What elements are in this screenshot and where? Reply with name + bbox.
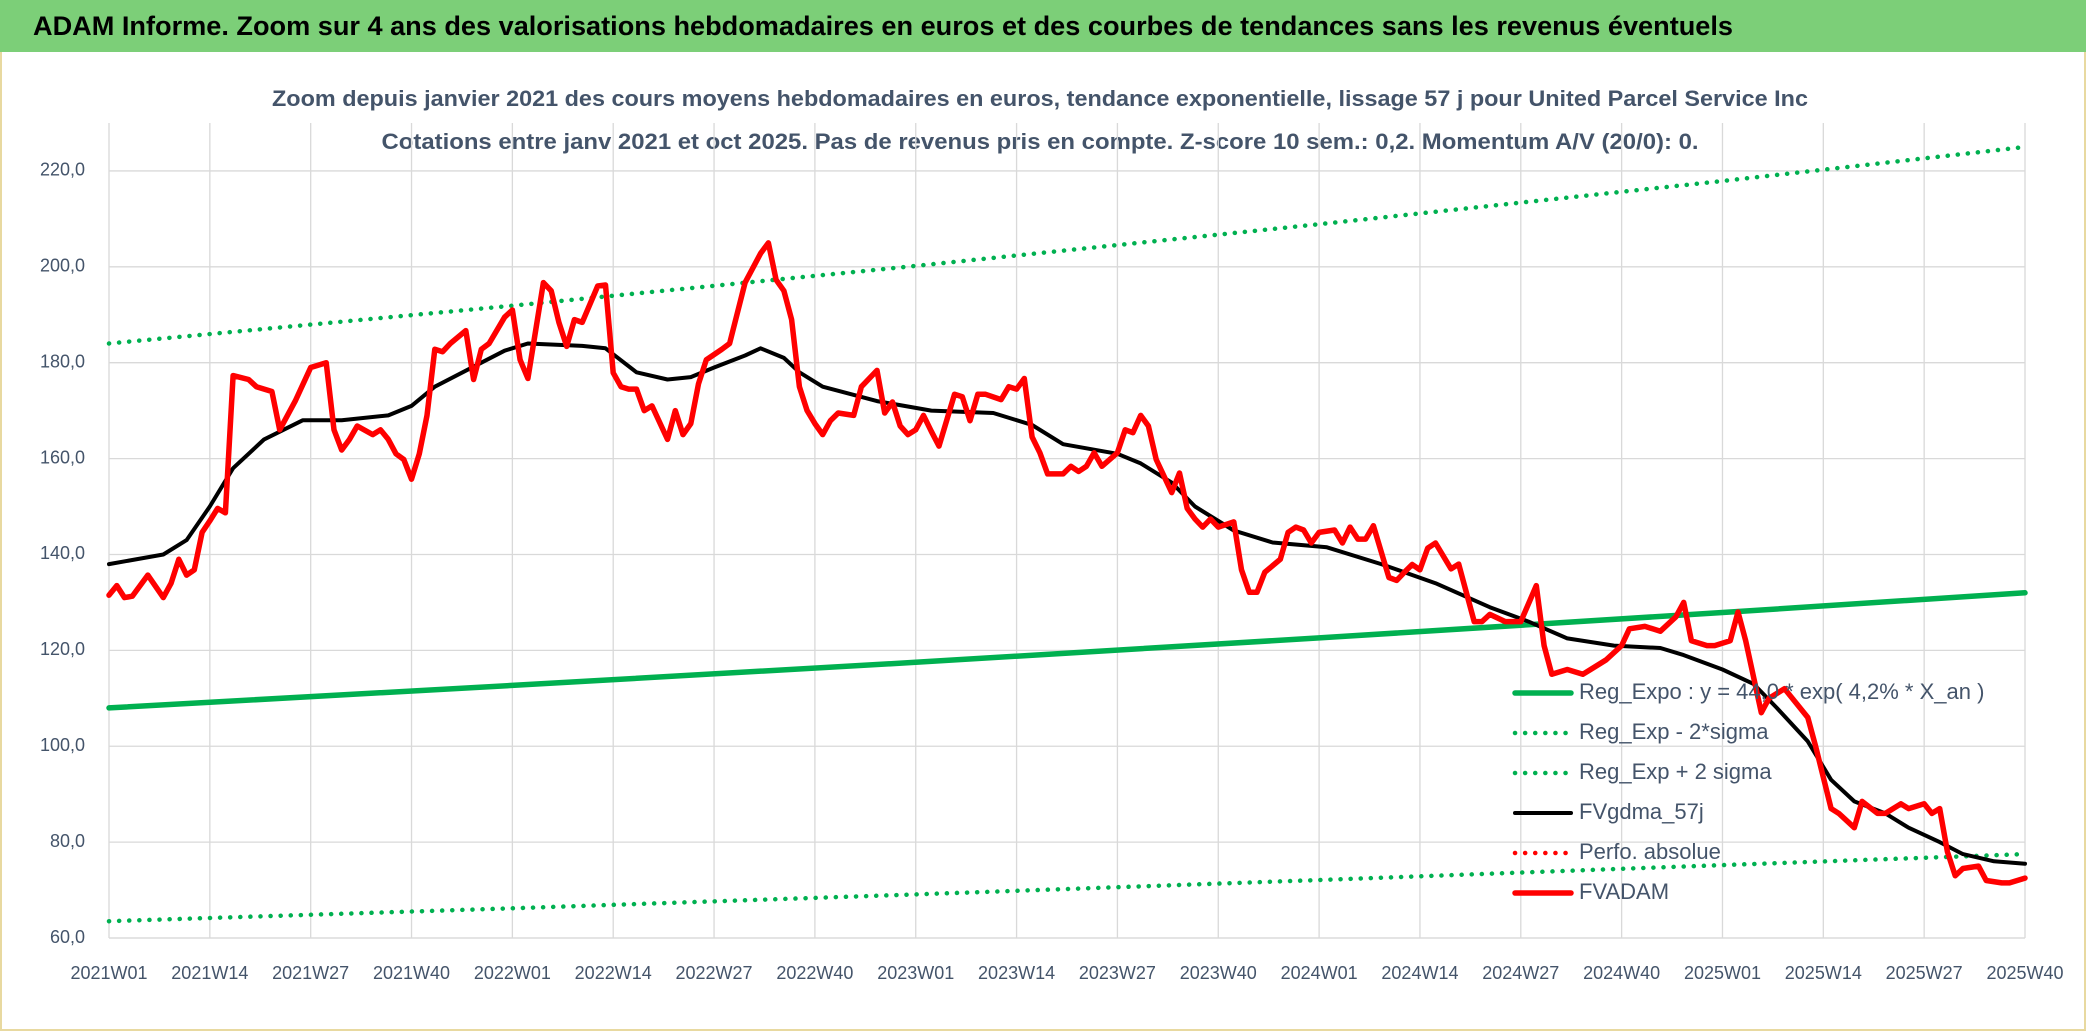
legend-label: Reg_Exp + 2 sigma xyxy=(1579,759,1772,784)
series-line xyxy=(106,851,2028,924)
legend-label: Perfo. absolue xyxy=(1579,839,1721,864)
y-tick-label: 100,0 xyxy=(40,735,85,755)
y-tick-label: 120,0 xyxy=(40,639,85,659)
x-tick-label: 2021W01 xyxy=(70,963,147,983)
y-tick-label: 140,0 xyxy=(40,543,85,563)
x-tick-label: 2021W14 xyxy=(171,963,248,983)
x-tick-label: 2025W01 xyxy=(1684,963,1761,983)
x-tick-label: 2021W40 xyxy=(373,963,450,983)
legend-label: Reg_Exp - 2*sigma xyxy=(1579,719,1769,744)
y-tick-label: 80,0 xyxy=(50,831,85,851)
x-tick-label: 2022W14 xyxy=(575,963,652,983)
x-tick-label: 2024W01 xyxy=(1281,963,1358,983)
x-tick-label: 2025W27 xyxy=(1886,963,1963,983)
x-tick-label: 2024W27 xyxy=(1482,963,1559,983)
series-line xyxy=(106,240,2028,886)
x-tick-label: 2024W14 xyxy=(1381,963,1458,983)
x-tick-label: 2022W27 xyxy=(676,963,753,983)
x-tick-label: 2022W40 xyxy=(776,963,853,983)
y-tick-label: 60,0 xyxy=(50,927,85,947)
x-tick-label: 2024W40 xyxy=(1583,963,1660,983)
y-tick-label: 160,0 xyxy=(40,447,85,467)
x-tick-label: 2023W14 xyxy=(978,963,1055,983)
header-bar xyxy=(0,0,2086,52)
x-tick-label: 2023W01 xyxy=(877,963,954,983)
y-tick-label: 180,0 xyxy=(40,351,85,371)
legend-label: FVADAM xyxy=(1579,879,1669,904)
x-tick-label: 2021W27 xyxy=(272,963,349,983)
chart-title: Zoom depuis janvier 2021 des cours moyen… xyxy=(272,86,1808,111)
y-tick-label: 200,0 xyxy=(40,256,85,276)
x-tick-label: 2023W27 xyxy=(1079,963,1156,983)
legend-label: Reg_Expo : y = 44,0 * exp( 4,2% * X_an ) xyxy=(1579,679,1984,704)
y-tick-label: 220,0 xyxy=(40,160,85,180)
x-tick-label: 2025W14 xyxy=(1785,963,1862,983)
x-tick-label: 2022W01 xyxy=(474,963,551,983)
legend-label: FVgdma_57j xyxy=(1579,799,1704,824)
chart-subtitle: Cotations entre janv 2021 et oct 2025. P… xyxy=(382,129,1699,154)
header-title: ADAM Informe. Zoom sur 4 ans des valoris… xyxy=(33,11,1733,41)
x-tick-label: 2023W40 xyxy=(1180,963,1257,983)
x-tick-label: 2025W40 xyxy=(1986,963,2063,983)
series-line xyxy=(106,590,2028,711)
